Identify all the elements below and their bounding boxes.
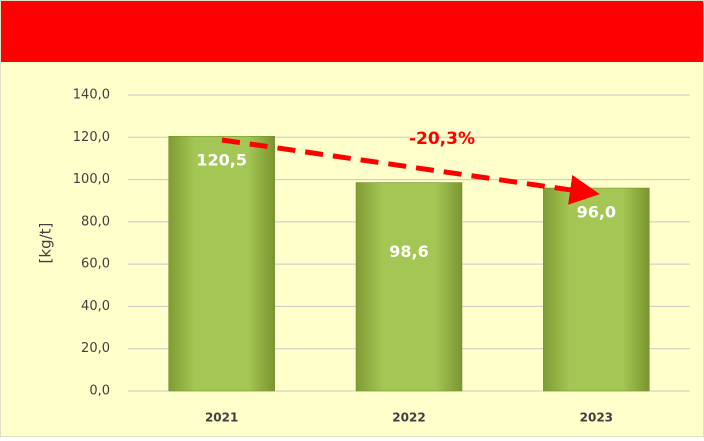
y-tick-label: 60,0 bbox=[81, 257, 110, 272]
y-tick-label: 120,0 bbox=[73, 130, 110, 145]
data-label: 98,6 bbox=[389, 242, 428, 261]
x-tick-label: 2022 bbox=[392, 411, 425, 425]
bar bbox=[543, 187, 650, 392]
bar bbox=[168, 135, 275, 392]
y-tick-label: 140,0 bbox=[73, 88, 110, 103]
y-tick-label: 0,0 bbox=[89, 384, 110, 399]
y-tick-label: 80,0 bbox=[81, 214, 110, 229]
plot-area: 0,0 20,0 40,0 60,0 80,0 100,0 120,0 140,0 2021 12… bbox=[73, 88, 690, 425]
data-label: 96,0 bbox=[577, 203, 616, 222]
x-tick-label: 2023 bbox=[580, 411, 613, 425]
y-tick-label: 40,0 bbox=[81, 299, 110, 314]
annotation: -20,3% bbox=[409, 129, 475, 149]
header-band bbox=[1, 1, 703, 62]
y-tick-label: 100,0 bbox=[73, 172, 110, 187]
y-axis-label: [kg/t] bbox=[37, 223, 55, 264]
y-tick-label: 20,0 bbox=[81, 341, 110, 356]
x-tick-label: 2021 bbox=[205, 411, 238, 425]
data-label: 120,5 bbox=[196, 151, 247, 170]
bar bbox=[355, 182, 463, 392]
trend-arrow bbox=[221, 137, 600, 205]
